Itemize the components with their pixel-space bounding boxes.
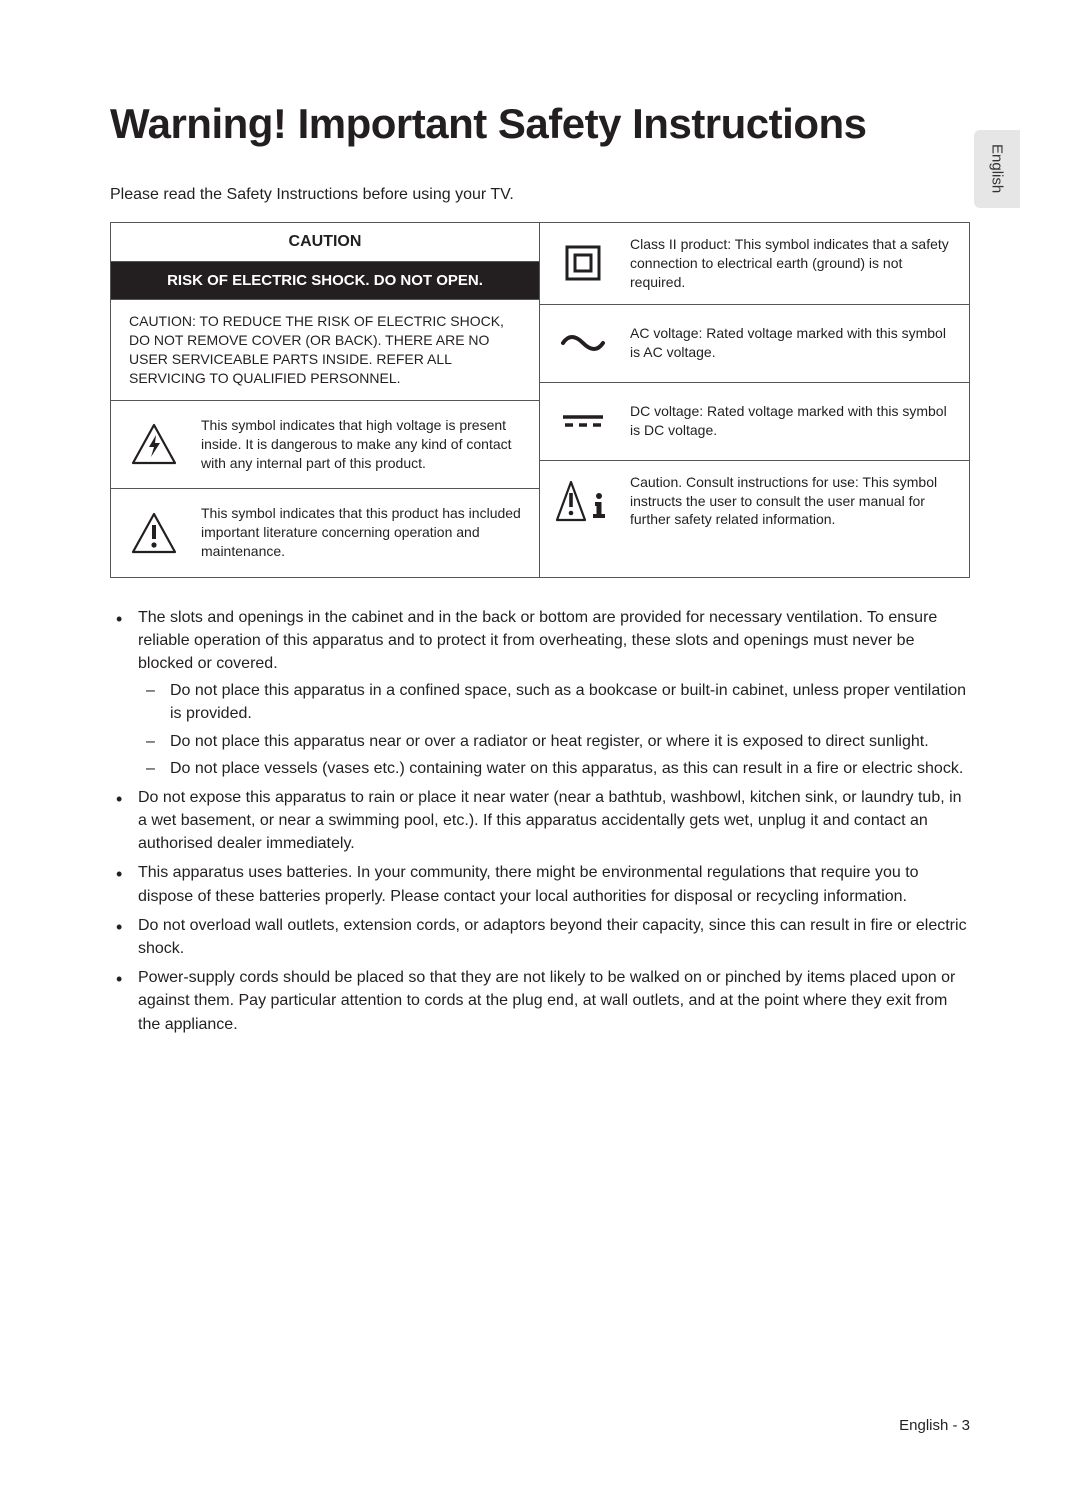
list-item: Do not expose this apparatus to rain or …	[134, 786, 970, 856]
table-right-column: Class II product: This symbol indicates …	[540, 223, 969, 577]
exclamation-triangle-icon	[111, 489, 197, 577]
ac-voltage-text: AC voltage: Rated voltage marked with th…	[626, 312, 969, 374]
table-row: Caution. Consult instructions for use: T…	[540, 461, 969, 542]
high-voltage-icon	[111, 401, 197, 488]
dc-voltage-icon	[540, 383, 626, 460]
table-row: DC voltage: Rated voltage marked with th…	[540, 383, 969, 461]
page-title: Warning! Important Safety Instructions	[110, 100, 970, 148]
sub-list: Do not place this apparatus in a confine…	[138, 679, 970, 780]
info-triangle-text: Caution. Consult instructions for use: T…	[626, 461, 969, 542]
table-row: Class II product: This symbol indicates …	[540, 223, 969, 305]
table-row: AC voltage: Rated voltage marked with th…	[540, 305, 969, 383]
list-item: The slots and openings in the cabinet an…	[134, 606, 970, 780]
safety-table: CAUTION RISK OF ELECTRIC SHOCK. DO NOT O…	[110, 222, 970, 578]
ac-voltage-icon	[540, 305, 626, 382]
risk-heading: RISK OF ELECTRIC SHOCK. DO NOT OPEN.	[111, 262, 539, 300]
caution-heading: CAUTION	[111, 223, 539, 262]
bullet-text: The slots and openings in the cabinet an…	[138, 609, 937, 672]
info-triangle-icon	[540, 461, 626, 542]
table-row: This symbol indicates that high voltage …	[111, 401, 539, 489]
intro-text: Please read the Safety Instructions befo…	[110, 186, 970, 204]
page-footer: English - 3	[899, 1417, 970, 1434]
list-item: Do not place this apparatus near or over…	[166, 730, 970, 753]
list-item: Do not place this apparatus in a confine…	[166, 679, 970, 725]
exclamation-text: This symbol indicates that this product …	[197, 492, 539, 573]
language-tab-label: English	[989, 144, 1006, 193]
list-item: Do not place vessels (vases etc.) contai…	[166, 757, 970, 780]
table-left-column: CAUTION RISK OF ELECTRIC SHOCK. DO NOT O…	[111, 223, 540, 577]
language-tab: English	[974, 130, 1020, 208]
list-item: This apparatus uses batteries. In your c…	[134, 861, 970, 907]
class2-text: Class II product: This symbol indicates …	[626, 223, 969, 304]
caution-body: CAUTION: TO REDUCE THE RISK OF ELECTRIC …	[111, 300, 539, 401]
list-item: Do not overload wall outlets, extension …	[134, 914, 970, 960]
list-item: Power-supply cords should be placed so t…	[134, 966, 970, 1036]
table-row: This symbol indicates that this product …	[111, 489, 539, 577]
high-voltage-text: This symbol indicates that high voltage …	[197, 404, 539, 485]
dc-voltage-text: DC voltage: Rated voltage marked with th…	[626, 390, 969, 452]
safety-bullet-list: The slots and openings in the cabinet an…	[110, 606, 970, 1036]
class2-icon	[540, 223, 626, 304]
